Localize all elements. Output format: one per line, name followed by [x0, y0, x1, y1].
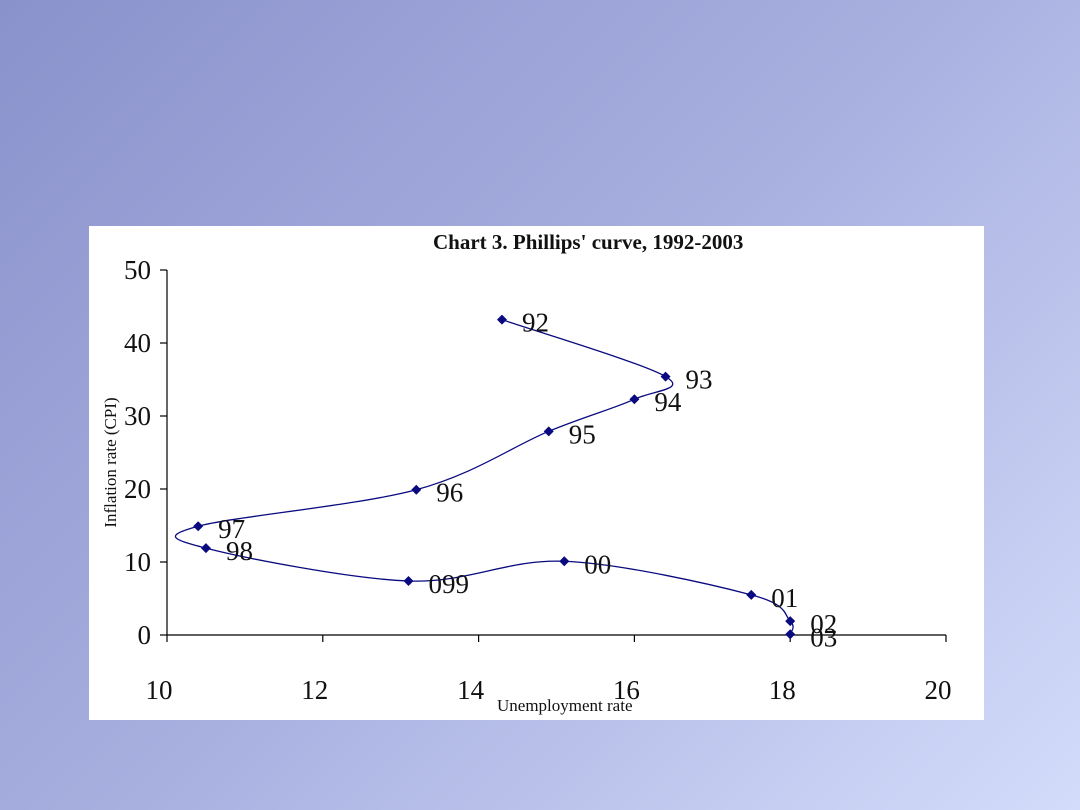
point-label-96: 96 [436, 478, 463, 508]
y-tick-label: 40 [124, 328, 151, 358]
y-tick-label: 50 [124, 255, 151, 285]
point-label-099: 099 [428, 569, 469, 599]
point-label-92: 92 [522, 308, 549, 338]
point-label-93: 93 [686, 365, 713, 395]
data-point-98 [200, 543, 211, 554]
data-point-96 [411, 484, 422, 495]
x-tick-label: 12 [301, 675, 328, 705]
data-point-00 [559, 556, 570, 567]
data-point-95 [543, 426, 554, 437]
y-axis-label: Inflation rate (CPI) [101, 397, 120, 527]
data-point-94 [629, 394, 640, 405]
point-label-00: 00 [584, 549, 611, 579]
axes [160, 269, 947, 642]
point-label-03: 03 [810, 622, 837, 652]
y-tick-label: 20 [124, 474, 151, 504]
x-tick-label: 18 [769, 675, 796, 705]
point-label-94: 94 [654, 387, 682, 417]
data-point-02 [785, 616, 796, 627]
point-label-98: 98 [226, 536, 253, 566]
data-point-93 [660, 371, 671, 382]
x-tick-label: 20 [925, 675, 952, 705]
x-tick-label: 10 [146, 675, 173, 705]
point-label-02: 02 [810, 609, 837, 639]
data-point-97 [193, 521, 204, 532]
chart-title: Chart 3. Phillips' curve, 1992-2003 [433, 230, 743, 254]
x-tick-label: 16 [613, 675, 640, 705]
x-axis-label: Unemployment rate [497, 696, 633, 715]
data-point-92 [496, 314, 507, 325]
point-label-95: 95 [569, 419, 596, 449]
y-tick-label: 10 [124, 547, 151, 577]
y-tick-label: 0 [138, 620, 152, 650]
data-point-03 [785, 629, 796, 640]
data-markers [193, 314, 796, 640]
point-label-97: 97 [218, 514, 245, 544]
point-label-01: 01 [771, 583, 798, 613]
y-tick-label: 30 [124, 401, 151, 431]
data-point-01 [746, 589, 757, 600]
phillips-curve-chart: Chart 3. Phillips' curve, 1992-2003 0102… [101, 230, 952, 715]
x-tick-label: 14 [457, 675, 485, 705]
data-point-099 [403, 575, 414, 586]
chart-panel: Chart 3. Phillips' curve, 1992-2003 0 10 2… [89, 226, 984, 720]
series-line [174, 319, 794, 635]
